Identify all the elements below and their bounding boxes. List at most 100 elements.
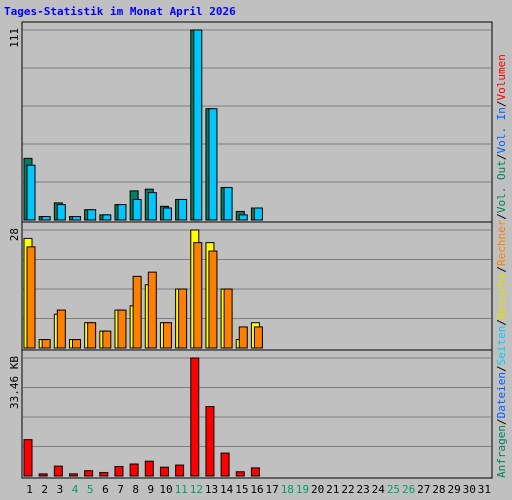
bar-volumen [175,464,185,477]
x-tick-label: 23 [357,483,370,496]
x-tick-label: 4 [72,483,79,496]
x-tick-label: 3 [57,483,64,496]
y-max-label: 28 [8,228,21,241]
x-tick-label: 14 [220,483,234,496]
legend-item: Vol. In [495,107,508,153]
bar-dateien [178,198,188,221]
x-tick-label: 16 [250,483,263,496]
right-legend: Anfragen/Dateien/Seiten/Besuche/Rechner/… [495,54,508,478]
bar-dateien [71,216,81,221]
bar-rechner [71,339,81,349]
x-tick-label: 24 [372,483,386,496]
bar-volumen [84,470,94,477]
bar-dateien [132,198,142,221]
bar-rechner [162,322,172,349]
chart-title: Tages-Statistik im Monat April 2026 [4,5,236,18]
x-tick-label: 27 [417,483,430,496]
x-tick-label: 29 [447,483,460,496]
legend-item: / [495,266,508,273]
legend-item: / [495,213,508,220]
bar-rechner [178,288,188,349]
legend-item: / [495,319,508,326]
bar-dateien [102,214,112,221]
bar-rechner [56,309,66,349]
bar-dateien [117,204,127,221]
bar-rechner [132,275,142,349]
x-tick-label: 18 [281,483,294,496]
legend-item: / [495,100,508,107]
bar-dateien [147,192,157,221]
bar-volumen [114,465,124,477]
bar-dateien [56,204,66,221]
bar-rechner [193,242,203,349]
bar-volumen [68,473,78,477]
legend-item: Seiten [495,326,508,366]
bar-dateien [223,186,233,221]
bar-volumen [220,452,230,477]
bar-volumen [205,406,215,477]
legend-item: / [495,418,508,425]
x-tick-label: 17 [266,483,279,496]
x-tick-label: 22 [341,483,354,496]
bar-volumen [53,465,63,477]
x-tick-label: 26 [402,483,415,496]
bar-rechner [253,326,263,349]
x-tick-label: 13 [205,483,218,496]
bar-rechner [238,326,248,349]
bar-volumen [190,357,200,477]
bar-volumen [99,471,109,477]
bar-volumen [250,467,260,477]
legend-item: Volumen [495,54,508,100]
bar-volumen [144,460,154,477]
bar-dateien [41,216,51,221]
x-tick-label: 15 [235,483,248,496]
panel-frame [21,349,493,479]
legend-item: Vol. Out [495,160,508,213]
x-tick-label: 12 [190,483,203,496]
legend-item: / [495,365,508,372]
x-tick-label: 5 [87,483,94,496]
bar-volumen [159,466,169,477]
x-tick-label: 30 [463,483,476,496]
legend-item: Besuche [495,273,508,319]
bar-dateien [208,108,218,221]
x-tick-label: 8 [132,483,139,496]
y-max-label: 33.46 KB [8,356,21,409]
bar-dateien [238,214,248,221]
x-tick-label: 20 [311,483,324,496]
x-tick-label: 19 [296,483,309,496]
bar-dateien [253,207,263,221]
bar-dateien [87,209,97,221]
bar-rechner [102,330,112,349]
x-tick-label: 2 [41,483,48,496]
bar-volumen [23,439,33,477]
legend-item: / [495,153,508,160]
bar-volumen [129,463,139,477]
x-tick-label: 1 [26,483,33,496]
bar-rechner [223,288,233,349]
x-tick-label: 10 [159,483,172,496]
x-tick-label: 21 [326,483,339,496]
legend-item: Dateien [495,372,508,418]
bar-volumen [38,473,48,477]
x-tick-label: 6 [102,483,109,496]
legend-item: Anfragen [495,425,508,478]
x-tick-label: 11 [175,483,188,496]
legend-item: Rechner [495,219,508,266]
bar-volumen [235,471,245,477]
bar-dateien [162,207,172,221]
x-tick-label: 31 [478,483,491,496]
bar-rechner [147,271,157,349]
bar-dateien [193,29,203,221]
bar-rechner [208,250,218,349]
bar-rechner [87,322,97,349]
x-tick-label: 28 [432,483,445,496]
x-tick-label: 25 [387,483,400,496]
y-max-label: 111 [8,28,21,48]
bar-rechner [26,246,36,349]
bar-rechner [117,309,127,349]
bar-rechner [41,339,51,349]
panel-frame [21,21,493,223]
